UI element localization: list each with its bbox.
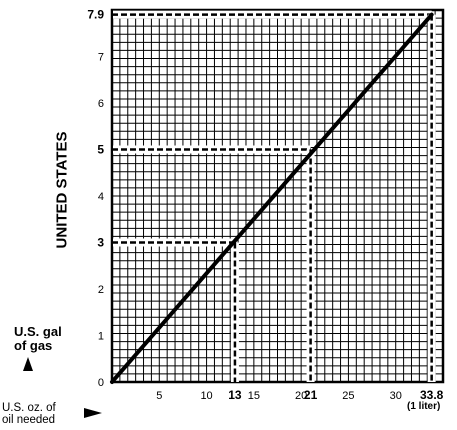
y-tick-label: 0: [98, 377, 104, 389]
x-tick-label: 5: [156, 390, 162, 402]
reference-mask-horizontal: [113, 10, 432, 19]
x-tick-label: 33.8: [420, 388, 444, 402]
x-tick-label: 25: [342, 390, 354, 402]
y-unit-label-text: U.S. gal of gas: [14, 324, 62, 353]
reference-mask-horizontal: [113, 238, 235, 247]
chart-grid: [110, 8, 445, 384]
y-tick-label: 5: [97, 143, 104, 157]
y-unit-label: U.S. gal of gas: [14, 325, 62, 353]
x-tick-label: 21: [304, 388, 318, 402]
y-axis-title: UNITED STATES: [53, 131, 71, 249]
y-tick-label: 3: [97, 236, 104, 250]
data-series: [110, 12, 434, 384]
series-line: [110, 12, 434, 384]
reference-mask-vertical: [306, 149, 315, 382]
y-tick-label: 7.9: [87, 8, 104, 22]
y-tick-label: 6: [98, 98, 104, 110]
x-unit-label-text: U.S. oz. of oil needed: [2, 402, 56, 426]
x-unit-label: U.S. oz. of oil needed: [2, 402, 56, 426]
up-arrow-icon: [23, 357, 33, 371]
x-tick-label: 13: [228, 388, 242, 402]
x-tick-label: 10: [200, 390, 212, 402]
reference-lines: [112, 10, 436, 383]
reference-mask-vertical: [230, 242, 239, 382]
x-tick-label: 30: [390, 390, 402, 402]
y-tick-label: 7: [98, 52, 104, 64]
y-tick-label: 1: [98, 331, 104, 343]
right-arrow-icon: [84, 408, 102, 418]
y-tick-label: 4: [98, 191, 104, 203]
x-tick-label: 20: [295, 390, 307, 402]
y-tick-label: 2: [98, 284, 104, 296]
liter-note: (1 liter): [407, 401, 441, 412]
x-tick-label: 15: [248, 390, 260, 402]
